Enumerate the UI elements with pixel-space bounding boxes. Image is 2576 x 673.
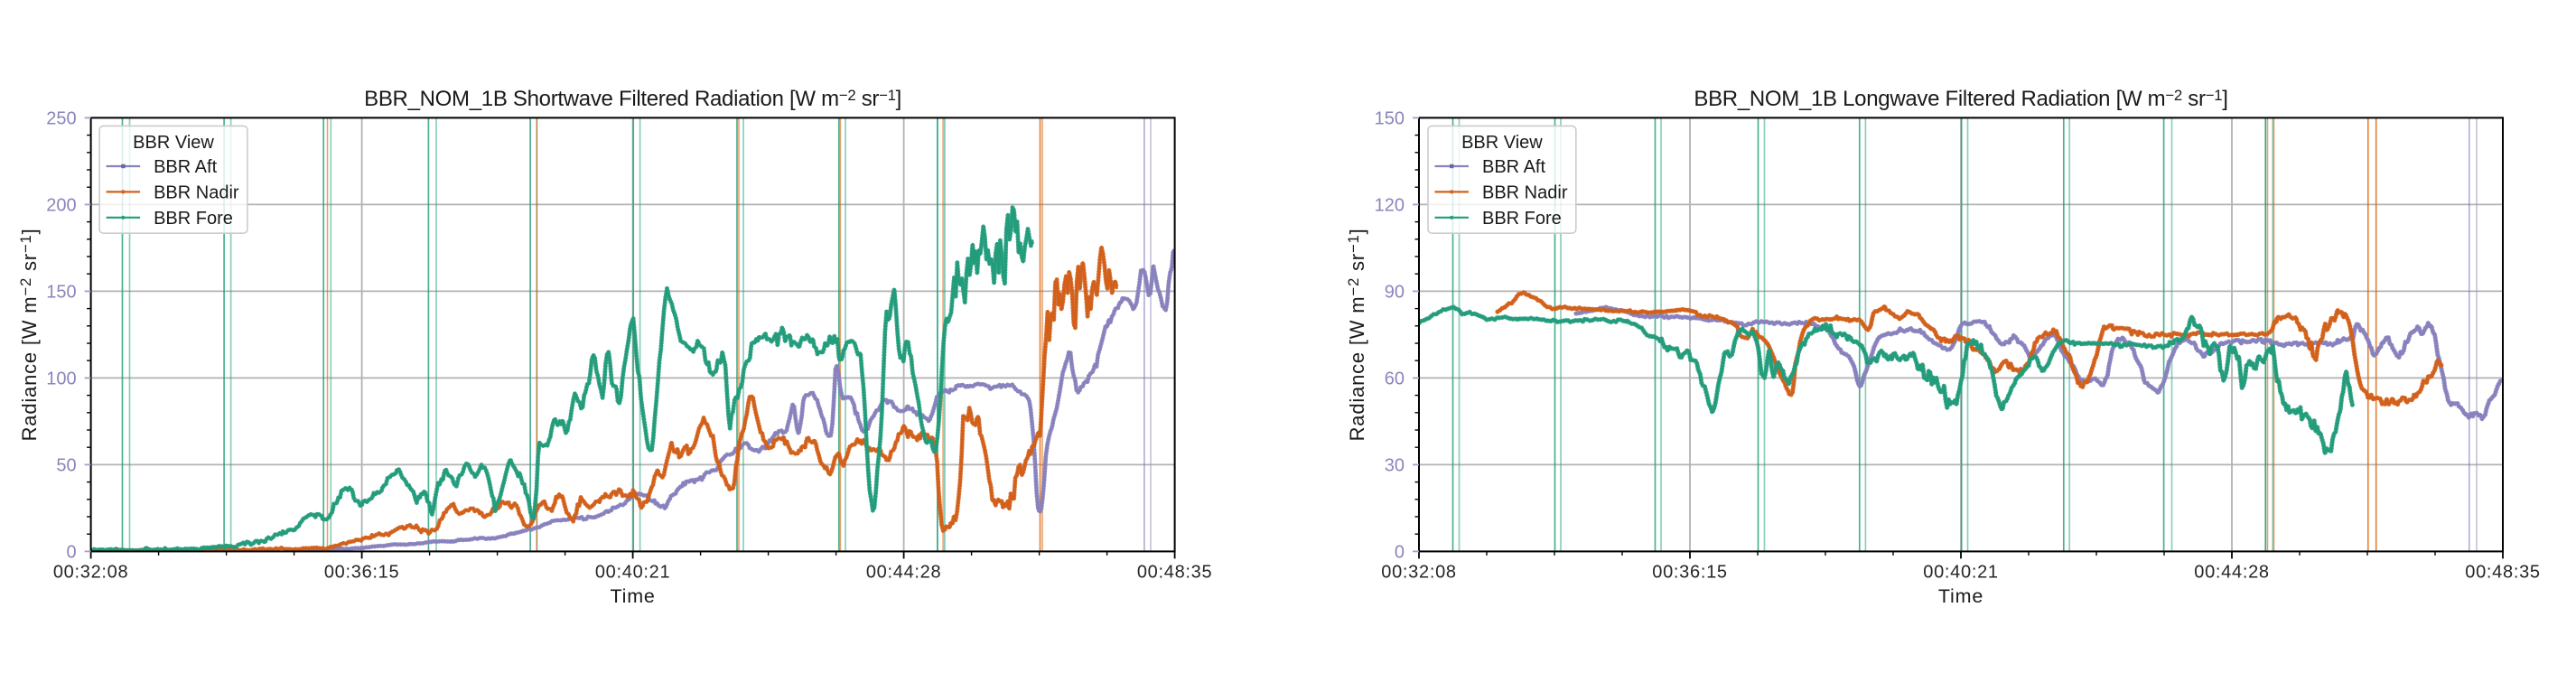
svg-text:30: 30: [1385, 455, 1405, 475]
svg-text:BBR_NOM_1B Longwave Filtered R: BBR_NOM_1B Longwave Filtered Radiation […: [1694, 87, 2227, 111]
svg-text:50: 50: [56, 455, 76, 475]
svg-text:200: 200: [46, 195, 76, 215]
svg-text:BBR Fore: BBR Fore: [154, 209, 233, 229]
svg-text:00:32:08: 00:32:08: [53, 562, 128, 582]
svg-text:150: 150: [46, 282, 76, 302]
svg-text:100: 100: [46, 369, 76, 388]
svg-text:00:36:15: 00:36:15: [1652, 562, 1727, 582]
svg-text:Radiance [W m−2 sr−1]: Radiance [W m−2 sr−1]: [1345, 228, 1368, 441]
svg-text:BBR Aft: BBR Aft: [154, 157, 217, 177]
svg-text:120: 120: [1375, 195, 1405, 215]
svg-text:0: 0: [1395, 542, 1405, 562]
svg-text:00:48:35: 00:48:35: [2465, 562, 2540, 582]
svg-text:00:40:21: 00:40:21: [595, 562, 670, 582]
svg-text:BBR View: BBR View: [133, 133, 214, 153]
svg-text:Radiance [W m−2 sr−1]: Radiance [W m−2 sr−1]: [17, 228, 41, 441]
svg-text:150: 150: [1375, 108, 1405, 128]
svg-text:90: 90: [1385, 282, 1405, 302]
svg-text:BBR Fore: BBR Fore: [1482, 209, 1562, 229]
svg-text:BBR View: BBR View: [1461, 133, 1543, 153]
svg-text:00:32:08: 00:32:08: [1381, 562, 1456, 582]
svg-text:00:48:35: 00:48:35: [1137, 562, 1212, 582]
svg-text:00:40:21: 00:40:21: [1923, 562, 1998, 582]
svg-text:BBR Aft: BBR Aft: [1482, 157, 1545, 177]
svg-text:BBR_NOM_1B Shortwave Filtered: BBR_NOM_1B Shortwave Filtered Radiation …: [364, 87, 901, 111]
svg-text:00:36:15: 00:36:15: [324, 562, 399, 582]
svg-text:250: 250: [46, 108, 76, 128]
svg-text:0: 0: [66, 542, 76, 562]
svg-text:BBR Nadir: BBR Nadir: [154, 182, 239, 202]
svg-text:60: 60: [1385, 369, 1405, 388]
svg-text:00:44:28: 00:44:28: [2194, 562, 2269, 582]
svg-text:BBR Nadir: BBR Nadir: [1482, 182, 1568, 202]
svg-text:00:44:28: 00:44:28: [866, 562, 941, 582]
svg-text:Time: Time: [1938, 585, 1983, 607]
svg-text:Time: Time: [611, 585, 656, 607]
